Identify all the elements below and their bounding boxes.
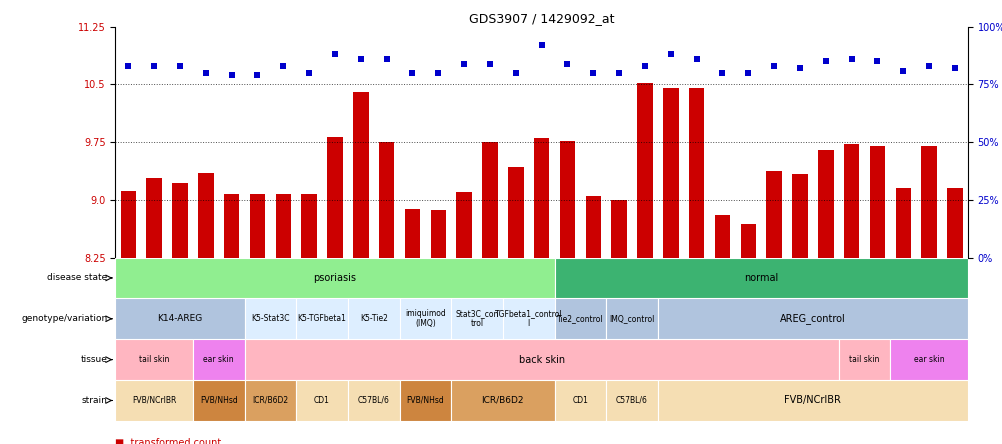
Bar	[451, 298, 502, 339]
Bar	[657, 298, 967, 339]
Text: ear skin: ear skin	[913, 355, 944, 364]
Bar	[244, 339, 838, 380]
Text: CD1: CD1	[314, 396, 330, 405]
Bar	[611, 200, 626, 444]
Bar	[739, 224, 756, 444]
Text: ■  transformed count: ■ transformed count	[115, 438, 221, 444]
Bar	[276, 194, 291, 444]
Text: tissue: tissue	[80, 355, 107, 364]
Bar	[554, 258, 967, 298]
Bar	[223, 194, 239, 444]
Bar	[399, 298, 451, 339]
Bar	[192, 339, 244, 380]
Text: tail skin: tail skin	[138, 355, 169, 364]
Text: CD1: CD1	[572, 396, 588, 405]
Text: FVB/NHsd: FVB/NHsd	[199, 396, 237, 405]
Bar	[554, 380, 605, 421]
Bar	[296, 380, 348, 421]
Text: Tie2_control: Tie2_control	[556, 314, 603, 323]
Bar	[451, 380, 554, 421]
Bar	[353, 92, 368, 444]
Bar	[115, 380, 192, 421]
Text: ear skin: ear skin	[203, 355, 233, 364]
Bar	[115, 258, 554, 298]
Bar	[869, 146, 885, 444]
Bar	[714, 215, 729, 444]
Bar	[456, 192, 471, 444]
Text: C57BL/6: C57BL/6	[358, 396, 389, 405]
Text: ICR/B6D2: ICR/B6D2	[481, 396, 524, 405]
Bar	[192, 380, 244, 421]
Bar	[508, 167, 523, 444]
Bar	[348, 380, 399, 421]
Bar	[172, 183, 187, 444]
Text: FVB/NCrIBR: FVB/NCrIBR	[132, 396, 176, 405]
Text: IMQ_control: IMQ_control	[609, 314, 654, 323]
Bar	[244, 298, 296, 339]
Bar	[115, 339, 192, 380]
Bar	[296, 298, 348, 339]
Text: AREG_control: AREG_control	[780, 313, 845, 324]
Bar	[482, 142, 497, 444]
Bar	[197, 173, 213, 444]
Bar	[921, 146, 936, 444]
Text: psoriasis: psoriasis	[314, 273, 356, 283]
Bar	[559, 141, 574, 444]
Bar	[404, 209, 420, 444]
Bar	[554, 298, 605, 339]
Text: tail skin: tail skin	[849, 355, 879, 364]
Bar	[657, 380, 967, 421]
Bar	[605, 298, 657, 339]
Text: back skin: back skin	[518, 355, 564, 365]
Bar	[348, 298, 399, 339]
Bar	[662, 88, 678, 444]
Bar	[301, 194, 317, 444]
Bar	[379, 142, 394, 444]
Bar	[766, 170, 782, 444]
Text: FVB/NHsd: FVB/NHsd	[406, 396, 444, 405]
Bar	[946, 188, 962, 444]
Bar	[818, 150, 833, 444]
Bar	[115, 298, 244, 339]
Text: K5-TGFbeta1: K5-TGFbeta1	[298, 314, 346, 323]
Text: FVB/NCrIBR: FVB/NCrIBR	[784, 396, 841, 405]
Bar	[146, 178, 161, 444]
Text: ICR/B6D2: ICR/B6D2	[253, 396, 289, 405]
Text: K14-AREG: K14-AREG	[157, 314, 202, 323]
Bar	[120, 190, 136, 444]
Text: normal: normal	[743, 273, 778, 283]
Bar	[249, 194, 265, 444]
Text: K5-Tie2: K5-Tie2	[360, 314, 387, 323]
Bar	[244, 380, 296, 421]
Bar	[636, 83, 652, 444]
Bar	[895, 188, 910, 444]
Bar	[502, 298, 554, 339]
Text: C57BL/6: C57BL/6	[615, 396, 647, 405]
Bar	[585, 196, 600, 444]
Text: K5-Stat3C: K5-Stat3C	[250, 314, 290, 323]
Text: genotype/variation: genotype/variation	[21, 314, 107, 323]
Title: GDS3907 / 1429092_at: GDS3907 / 1429092_at	[468, 12, 614, 25]
Bar	[890, 339, 967, 380]
Text: Stat3C_con
trol: Stat3C_con trol	[455, 309, 498, 329]
Text: imiquimod
(IMQ): imiquimod (IMQ)	[405, 309, 445, 329]
Bar	[430, 210, 446, 444]
Bar	[399, 380, 451, 421]
Bar	[843, 144, 859, 444]
Text: strain: strain	[81, 396, 107, 405]
Bar	[838, 339, 890, 380]
Text: disease state: disease state	[47, 274, 107, 282]
Bar	[327, 137, 343, 444]
Bar	[533, 138, 549, 444]
Bar	[792, 174, 807, 444]
Bar	[605, 380, 657, 421]
Bar	[688, 88, 703, 444]
Text: TGFbeta1_control
l: TGFbeta1_control l	[494, 309, 562, 329]
